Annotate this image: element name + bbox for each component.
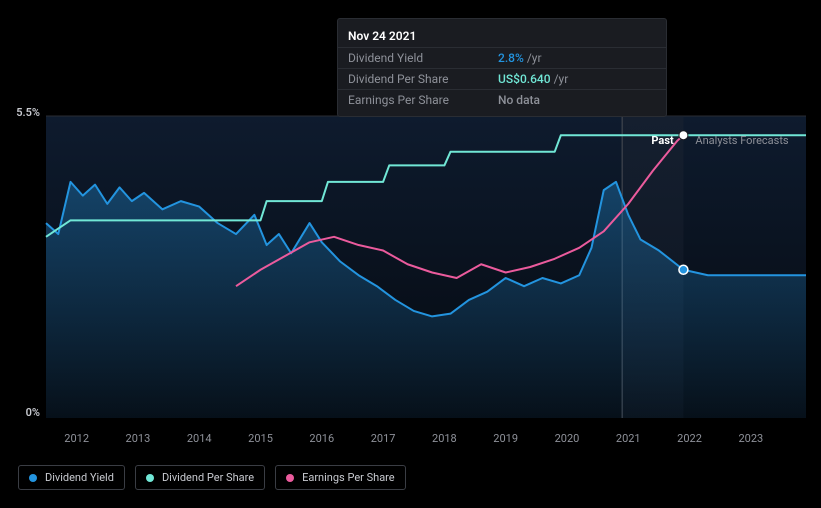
x-axis-tick: 2016 (309, 432, 334, 445)
legend-dot-icon (286, 474, 294, 482)
legend-label: Earnings Per Share (302, 471, 395, 484)
x-axis-tick: 2018 (432, 432, 457, 445)
y-axis-min: 0% (0, 406, 40, 419)
tooltip-row-unit: /yr (554, 72, 569, 86)
x-axis-tick: 2014 (187, 432, 212, 445)
tooltip-row-value: No data (498, 93, 540, 107)
y-axis-max: 5.5% (0, 106, 40, 119)
x-axis-tick: 2017 (371, 432, 396, 445)
past-label: Past (651, 134, 673, 147)
x-axis-tick: 2023 (738, 432, 763, 445)
tooltip-row: Dividend Yield2.8%/yr (338, 47, 666, 68)
x-axis-tick: 2013 (126, 432, 151, 445)
tooltip-row-value: US$0.640 (498, 72, 551, 86)
x-axis-tick: 2015 (248, 432, 273, 445)
x-axis-tick: 2012 (64, 432, 89, 445)
tooltip-row: Earnings Per ShareNo data (338, 89, 666, 110)
x-axis-tick: 2019 (493, 432, 518, 445)
forecast-label: Analysts Forecasts (695, 134, 788, 147)
tooltip-row: Dividend Per ShareUS$0.640/yr (338, 68, 666, 89)
x-axis-tick: 2022 (677, 432, 702, 445)
tooltip-row-label: Dividend Yield (348, 51, 498, 65)
chart-legend: Dividend Yield Dividend Per Share Earnings… (18, 465, 406, 490)
tooltip-row-label: Earnings Per Share (348, 93, 498, 107)
legend-item[interactable]: Earnings Per Share (275, 465, 406, 490)
x-axis-tick: 2021 (616, 432, 641, 445)
tooltip-row-unit: /yr (527, 51, 542, 65)
legend-label: Dividend Per Share (162, 471, 254, 484)
legend-dot-icon (29, 474, 37, 482)
legend-item[interactable]: Dividend Per Share (135, 465, 265, 490)
legend-label: Dividend Yield (45, 471, 114, 484)
chart-tooltip: Nov 24 2021 Dividend Yield2.8%/yrDividen… (337, 18, 667, 117)
x-axis-tick: 2020 (555, 432, 580, 445)
tooltip-date: Nov 24 2021 (338, 25, 666, 47)
tooltip-row-label: Dividend Per Share (348, 72, 498, 86)
dividend-chart: Nov 24 2021 Dividend Yield2.8%/yrDividen… (0, 0, 821, 508)
legend-item[interactable]: Dividend Yield (18, 465, 125, 490)
tooltip-row-value: 2.8% (498, 51, 524, 65)
legend-dot-icon (146, 474, 154, 482)
